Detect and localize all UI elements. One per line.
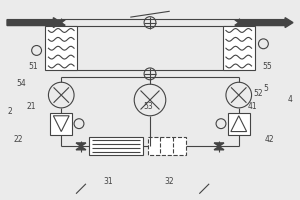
Polygon shape bbox=[214, 143, 224, 150]
Bar bbox=[148, 137, 185, 155]
Text: 21: 21 bbox=[27, 102, 36, 111]
Polygon shape bbox=[7, 18, 61, 28]
Text: 55: 55 bbox=[262, 62, 272, 71]
Text: 41: 41 bbox=[247, 102, 257, 111]
Polygon shape bbox=[239, 18, 293, 28]
Text: 51: 51 bbox=[28, 62, 38, 71]
Bar bbox=[50, 113, 72, 135]
Polygon shape bbox=[76, 143, 86, 150]
Text: 31: 31 bbox=[104, 177, 113, 186]
Text: 22: 22 bbox=[14, 135, 23, 144]
Text: 4: 4 bbox=[288, 96, 293, 104]
Polygon shape bbox=[235, 20, 243, 25]
Text: 53: 53 bbox=[144, 102, 153, 111]
Bar bbox=[228, 113, 250, 135]
Text: 54: 54 bbox=[16, 79, 26, 88]
Text: 52: 52 bbox=[253, 89, 263, 98]
Text: 32: 32 bbox=[164, 177, 174, 186]
Text: 5: 5 bbox=[263, 84, 268, 93]
Text: 2: 2 bbox=[7, 107, 12, 116]
Polygon shape bbox=[57, 20, 65, 25]
Bar bbox=[89, 137, 143, 155]
Text: 42: 42 bbox=[265, 135, 274, 144]
Bar bbox=[46, 26, 77, 70]
Bar bbox=[223, 26, 254, 70]
